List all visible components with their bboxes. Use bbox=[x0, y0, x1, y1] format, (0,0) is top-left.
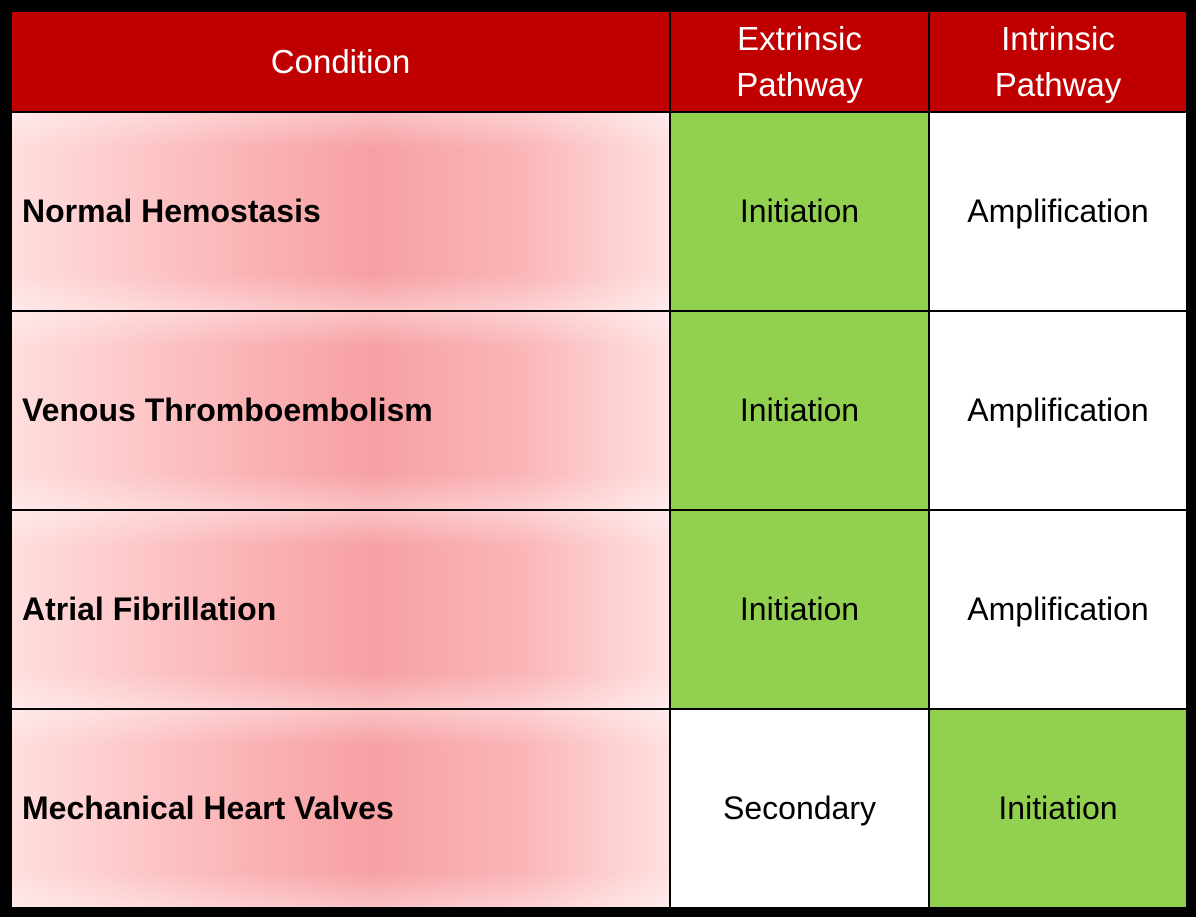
extrinsic-cell: Initiation bbox=[669, 509, 930, 711]
table-header-row: Condition Extrinsic Pathway Intrinsic Pa… bbox=[10, 9, 1188, 114]
extrinsic-cell: Initiation bbox=[669, 310, 930, 512]
intrinsic-cell: Amplification bbox=[928, 509, 1188, 711]
extrinsic-cell: Secondary bbox=[669, 708, 930, 909]
intrinsic-cell: Initiation bbox=[928, 708, 1188, 909]
condition-cell: Normal Hemostasis bbox=[10, 111, 671, 313]
condition-label: Atrial Fibrillation bbox=[22, 591, 277, 628]
pathway-table: Condition Extrinsic Pathway Intrinsic Pa… bbox=[10, 9, 1188, 909]
condition-cell: Atrial Fibrillation bbox=[10, 509, 671, 711]
extrinsic-value: Secondary bbox=[723, 790, 876, 827]
intrinsic-cell: Amplification bbox=[928, 111, 1188, 313]
intrinsic-value: Amplification bbox=[967, 193, 1149, 230]
extrinsic-value: Initiation bbox=[739, 591, 860, 628]
header-intrinsic-line1: Intrinsic bbox=[1001, 19, 1115, 57]
extrinsic-cell: Initiation bbox=[669, 111, 930, 313]
intrinsic-value: Amplification bbox=[967, 591, 1149, 628]
header-condition: Condition bbox=[10, 9, 671, 114]
header-intrinsic-line2: Pathway bbox=[994, 65, 1122, 103]
header-extrinsic-line2: Pathway bbox=[736, 65, 863, 103]
table-row: Mechanical Heart Valves Secondary Initia… bbox=[10, 708, 1188, 909]
intrinsic-value: Amplification bbox=[967, 392, 1149, 429]
condition-cell: Venous Thromboembolism bbox=[10, 310, 671, 512]
table-row: Atrial Fibrillation Initiation Amplifica… bbox=[10, 509, 1188, 711]
extrinsic-value: Initiation bbox=[739, 392, 860, 429]
condition-label: Normal Hemostasis bbox=[22, 193, 321, 230]
table-row: Venous Thromboembolism Initiation Amplif… bbox=[10, 310, 1188, 512]
condition-cell: Mechanical Heart Valves bbox=[10, 708, 671, 909]
table-row: Normal Hemostasis Initiation Amplificati… bbox=[10, 111, 1188, 313]
intrinsic-value: Initiation bbox=[998, 790, 1118, 827]
intrinsic-cell: Amplification bbox=[928, 310, 1188, 512]
header-condition-label: Condition bbox=[270, 42, 411, 80]
header-extrinsic: Extrinsic Pathway bbox=[669, 9, 930, 114]
header-extrinsic-line1: Extrinsic bbox=[737, 19, 862, 57]
condition-label: Mechanical Heart Valves bbox=[22, 790, 394, 827]
header-intrinsic: Intrinsic Pathway bbox=[928, 9, 1188, 114]
extrinsic-value: Initiation bbox=[739, 193, 860, 230]
condition-label: Venous Thromboembolism bbox=[22, 392, 433, 429]
